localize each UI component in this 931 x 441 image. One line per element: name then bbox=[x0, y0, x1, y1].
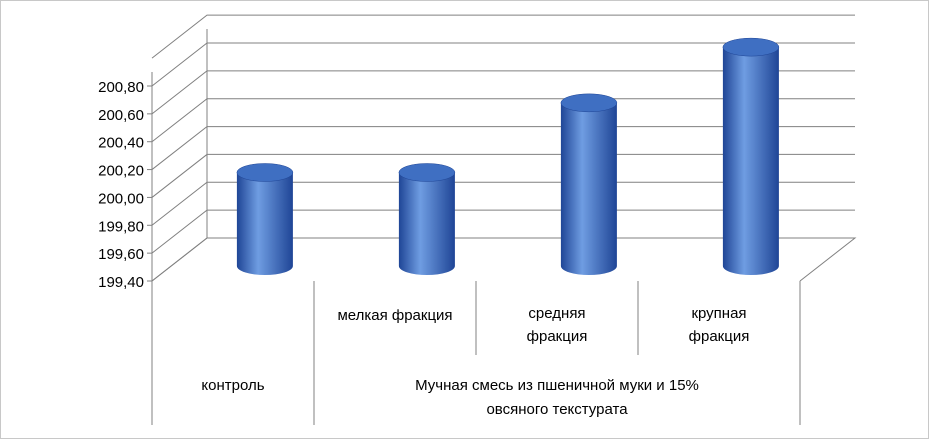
bar-top bbox=[560, 93, 618, 113]
x-category-label: фракция bbox=[689, 328, 750, 345]
bar-top bbox=[398, 163, 456, 182]
x-category-label: мелкая фракция bbox=[337, 307, 452, 324]
gridline bbox=[151, 14, 855, 59]
x-group-label: Мучная смесь из пшеничной муки и 15% bbox=[415, 377, 699, 394]
gridline bbox=[151, 209, 855, 254]
bar-4 bbox=[722, 37, 780, 276]
y-tick-label: 200,60 bbox=[98, 107, 144, 124]
y-tick-label: 199,60 bbox=[98, 246, 144, 263]
y-axis: 199,40 199,60 199,80 200,00 200,20 200,40 200,… bbox=[98, 79, 152, 291]
x-category-label: средняя bbox=[528, 305, 585, 322]
bar-2 bbox=[398, 163, 456, 276]
bar-1 bbox=[236, 163, 294, 276]
bars bbox=[236, 37, 780, 276]
y-tick-label: 200,00 bbox=[98, 190, 144, 207]
x-group-label: овсяного текстурата bbox=[486, 401, 628, 418]
x-category-label: фракция bbox=[527, 328, 588, 345]
bar-body bbox=[722, 47, 779, 276]
bar-top bbox=[236, 163, 294, 182]
y-tick-label: 199,40 bbox=[98, 274, 144, 291]
x-category-label: крупная bbox=[691, 305, 746, 322]
y-tick-label: 200,40 bbox=[98, 135, 144, 152]
gridline bbox=[151, 181, 855, 226]
bar-3 bbox=[560, 93, 618, 276]
bar-body bbox=[236, 172, 293, 276]
gridline bbox=[151, 126, 855, 170]
bar-top bbox=[722, 37, 780, 57]
x-axis: мелкая фракция средняя фракция крупная фракц… bbox=[151, 281, 801, 425]
gridline bbox=[151, 153, 855, 198]
gridline bbox=[151, 70, 855, 115]
y-tick-label: 199,80 bbox=[98, 218, 144, 235]
gridline bbox=[151, 98, 855, 143]
gridline bbox=[151, 237, 855, 282]
gridlines bbox=[151, 14, 857, 282]
bar-body bbox=[398, 172, 455, 276]
y-tick-label: 200,80 bbox=[98, 79, 144, 96]
x-group-label: контроль bbox=[201, 377, 264, 394]
bar-body bbox=[560, 102, 617, 276]
gridline bbox=[151, 42, 855, 87]
y-tick-label: 200,20 bbox=[98, 163, 144, 180]
